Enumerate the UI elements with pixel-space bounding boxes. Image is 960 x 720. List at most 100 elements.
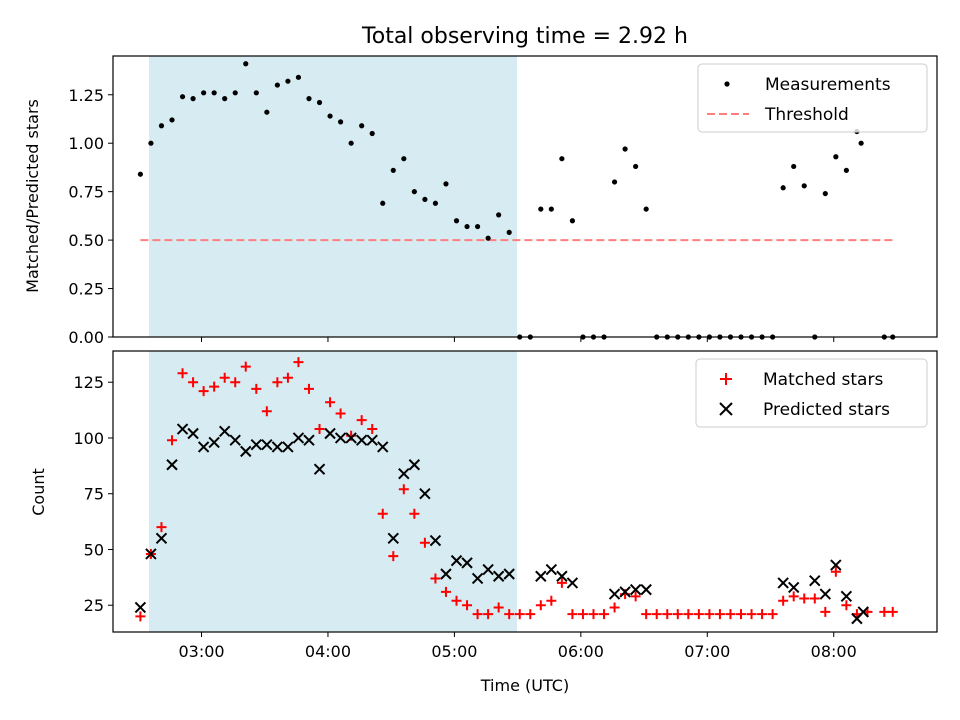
matched-star-point (830, 566, 841, 577)
matched-star-point (409, 508, 420, 519)
matched-star-point (704, 609, 715, 620)
predicted-star-point (355, 434, 368, 446)
matched-star-point (430, 573, 441, 584)
predicted-star-point (176, 423, 189, 435)
predicted-star-point (809, 574, 821, 587)
matched-star-point (462, 600, 473, 611)
matched-star-point (135, 611, 146, 622)
matched-star-point (672, 609, 683, 620)
measurement-point (295, 74, 302, 80)
matched-star-point (483, 609, 494, 620)
measurement-point (643, 206, 649, 212)
matched-star-point (746, 609, 757, 620)
x-tick-label: 05:00 (431, 642, 477, 661)
measurement-point (211, 90, 217, 96)
predicted-star-point (271, 441, 284, 453)
matched-star-point (630, 591, 641, 602)
matched-star-point (335, 408, 346, 419)
measurement-point (190, 96, 196, 102)
predicted-star-point (482, 563, 494, 576)
predicted-star-point (313, 463, 326, 475)
predicted-star-point (208, 436, 220, 449)
measurement-point (274, 82, 280, 88)
predicted-star-point (334, 432, 347, 444)
measurement-point (569, 218, 576, 224)
bottom-axes-frame (112, 350, 938, 633)
predicted-star-point (787, 581, 800, 594)
measurement-point (496, 212, 502, 218)
predicted-star-point (545, 563, 558, 576)
measurement-point (316, 99, 323, 106)
matched-star-point (556, 577, 567, 588)
matched-star-point (887, 606, 898, 617)
predicted-star-point (819, 588, 832, 600)
matched-star-point (535, 600, 546, 611)
top-y-tick-label: 0.50 (68, 231, 104, 250)
matched-star-point (641, 609, 652, 620)
measurement-point (201, 90, 207, 96)
measurement-point (464, 223, 470, 230)
measurement-point (622, 146, 628, 152)
matched-star-point (314, 424, 325, 435)
predicted-star-point (166, 459, 178, 471)
bottom-x-ticks: 03:00 04:00 05:00 06:00 07:00 08:00 (178, 632, 857, 661)
measurement-point (822, 190, 828, 197)
matched-star-point (525, 609, 536, 620)
matched-star-point (714, 609, 725, 620)
bottom-legend: Matched stars Predicted stars (695, 358, 928, 428)
predicted-star-point (145, 548, 157, 560)
top-y-tick-label: 0.25 (68, 280, 104, 299)
predicted-star-point (471, 572, 484, 585)
matched-star-point (567, 609, 578, 620)
measurement-point (243, 61, 249, 67)
measurement-point (548, 206, 554, 212)
matched-star-point (493, 602, 504, 613)
top-y-tick-label: 0.00 (68, 328, 104, 347)
predicted-star-point (830, 559, 842, 571)
matched-star-point (788, 591, 799, 602)
legend-predicted-marker (719, 402, 733, 416)
x-tick-label: 07:00 (684, 642, 730, 661)
measurement-point (559, 156, 565, 162)
x-axis-label: Time (UTC) (480, 676, 569, 695)
measurement-point (432, 200, 439, 206)
measurement-point (338, 119, 344, 125)
matched-star-point (725, 609, 736, 620)
matched-star-point (651, 609, 662, 620)
measurement-point (306, 96, 312, 102)
predicted-star-point (566, 577, 579, 589)
figure-title: Total observing time = 2.92 h (361, 24, 688, 49)
matched-star-point (325, 397, 336, 408)
matched-star-point (451, 595, 462, 606)
measurement-point (633, 163, 639, 170)
predicted-star-point (535, 570, 547, 582)
measurement-point (232, 90, 238, 96)
predicted-star-point (197, 441, 210, 453)
bottom-observing-window (149, 351, 517, 632)
matched-star-point (683, 609, 694, 620)
matched-star-point (504, 609, 515, 620)
matched-star-point (841, 600, 852, 611)
top-axes-frame (112, 55, 938, 338)
matched-star-point (609, 602, 620, 613)
bottom-y-axis-label: Count (29, 468, 48, 516)
matched-star-point (272, 377, 283, 388)
predicted-star-point (461, 557, 473, 569)
measurement-point (506, 229, 512, 235)
matched-star-point (879, 606, 890, 617)
matched-star-point (367, 424, 378, 435)
matched-star-point (440, 586, 451, 597)
x-tick-label: 03:00 (178, 642, 224, 661)
matched-star-point (472, 609, 483, 620)
measurement-point (137, 171, 143, 177)
measurement-point (791, 163, 797, 170)
predicted-star-point (240, 445, 252, 458)
bottom-y-tick-label: 50 (84, 540, 104, 559)
predicted-star-point (629, 583, 642, 596)
matched-star-point (577, 609, 588, 620)
matched-star-point (282, 372, 293, 383)
predicted-star-point (134, 601, 147, 614)
predicted-star-point (440, 568, 452, 580)
predicted-star-point (324, 427, 336, 440)
